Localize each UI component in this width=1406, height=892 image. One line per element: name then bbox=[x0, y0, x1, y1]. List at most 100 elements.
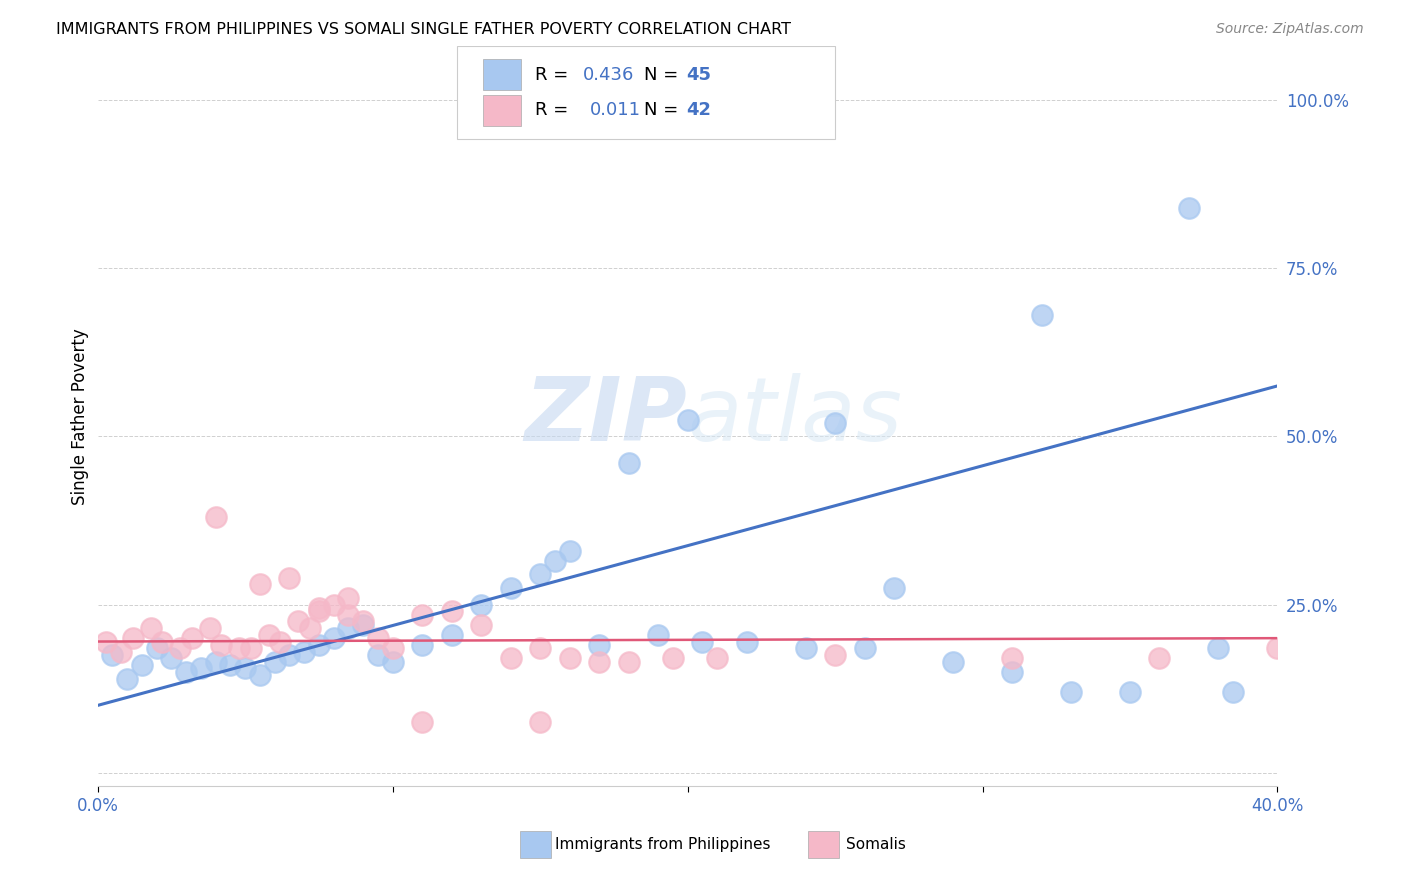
Text: R =: R = bbox=[536, 102, 581, 120]
Point bbox=[219, 658, 242, 673]
Point bbox=[558, 543, 581, 558]
Point bbox=[824, 416, 846, 430]
Point bbox=[174, 665, 197, 679]
Point bbox=[249, 668, 271, 682]
Point bbox=[322, 631, 344, 645]
Text: 42: 42 bbox=[686, 102, 711, 120]
Point bbox=[337, 621, 360, 635]
Point bbox=[145, 641, 167, 656]
Point bbox=[470, 617, 492, 632]
Point bbox=[1119, 685, 1142, 699]
Point bbox=[529, 641, 551, 656]
Point bbox=[1178, 201, 1201, 215]
Point bbox=[352, 617, 374, 632]
Point bbox=[269, 634, 291, 648]
Point bbox=[440, 604, 463, 618]
Point bbox=[308, 638, 330, 652]
Point bbox=[308, 600, 330, 615]
Point bbox=[588, 638, 610, 652]
Point bbox=[249, 577, 271, 591]
FancyBboxPatch shape bbox=[484, 95, 522, 126]
Point bbox=[735, 634, 758, 648]
Point bbox=[298, 621, 321, 635]
Text: 0.436: 0.436 bbox=[582, 66, 634, 84]
Point bbox=[942, 655, 965, 669]
Point bbox=[1267, 641, 1289, 656]
Text: ZIP: ZIP bbox=[524, 373, 688, 459]
Point bbox=[160, 651, 183, 665]
Point bbox=[824, 648, 846, 662]
Point bbox=[337, 607, 360, 622]
Point bbox=[122, 631, 145, 645]
Point bbox=[352, 615, 374, 629]
Point bbox=[853, 641, 876, 656]
Text: Immigrants from Philippines: Immigrants from Philippines bbox=[555, 838, 770, 852]
Point bbox=[558, 651, 581, 665]
Point bbox=[588, 655, 610, 669]
Text: R =: R = bbox=[536, 66, 574, 84]
Point bbox=[367, 631, 389, 645]
Point bbox=[706, 651, 728, 665]
Point bbox=[308, 604, 330, 618]
Point bbox=[139, 621, 162, 635]
Point bbox=[101, 648, 124, 662]
Point bbox=[96, 634, 118, 648]
Point bbox=[152, 634, 174, 648]
Point bbox=[690, 634, 713, 648]
Point bbox=[647, 628, 669, 642]
Point bbox=[110, 645, 132, 659]
Text: Somalis: Somalis bbox=[846, 838, 907, 852]
Text: IMMIGRANTS FROM PHILIPPINES VS SOMALI SINGLE FATHER POVERTY CORRELATION CHART: IMMIGRANTS FROM PHILIPPINES VS SOMALI SI… bbox=[56, 22, 792, 37]
Text: N =: N = bbox=[644, 66, 683, 84]
Point bbox=[169, 641, 191, 656]
Point bbox=[883, 581, 905, 595]
Point bbox=[211, 638, 233, 652]
Point bbox=[115, 672, 138, 686]
Point bbox=[499, 581, 522, 595]
Point bbox=[257, 628, 280, 642]
Point bbox=[470, 598, 492, 612]
Point bbox=[278, 571, 301, 585]
Point bbox=[529, 567, 551, 582]
Point bbox=[263, 655, 285, 669]
Point bbox=[499, 651, 522, 665]
Point bbox=[131, 658, 153, 673]
Point bbox=[544, 554, 567, 568]
Point bbox=[204, 655, 226, 669]
Point bbox=[322, 598, 344, 612]
Point bbox=[204, 510, 226, 524]
Point bbox=[181, 631, 204, 645]
Point bbox=[381, 655, 404, 669]
Text: 0.011: 0.011 bbox=[589, 102, 641, 120]
Point bbox=[617, 456, 640, 470]
Point bbox=[233, 661, 256, 675]
Point bbox=[1208, 641, 1230, 656]
Point bbox=[190, 661, 212, 675]
Text: atlas: atlas bbox=[688, 373, 903, 459]
Point bbox=[440, 628, 463, 642]
Point bbox=[411, 607, 433, 622]
Point bbox=[381, 641, 404, 656]
Point bbox=[411, 715, 433, 730]
Text: 45: 45 bbox=[686, 66, 711, 84]
Point bbox=[1001, 665, 1024, 679]
Point bbox=[1060, 685, 1083, 699]
Point bbox=[239, 641, 262, 656]
Point bbox=[411, 638, 433, 652]
Point bbox=[1149, 651, 1171, 665]
Point bbox=[228, 641, 250, 656]
Point bbox=[1031, 308, 1053, 322]
Point bbox=[198, 621, 221, 635]
FancyBboxPatch shape bbox=[484, 59, 522, 90]
Text: N =: N = bbox=[644, 102, 683, 120]
Point bbox=[794, 641, 817, 656]
Point bbox=[287, 615, 309, 629]
Point bbox=[1001, 651, 1024, 665]
Point bbox=[662, 651, 685, 665]
Y-axis label: Single Father Poverty: Single Father Poverty bbox=[72, 327, 89, 505]
Point bbox=[367, 648, 389, 662]
Point bbox=[337, 591, 360, 605]
Point bbox=[292, 645, 315, 659]
Point bbox=[676, 412, 699, 426]
Point bbox=[1222, 685, 1244, 699]
